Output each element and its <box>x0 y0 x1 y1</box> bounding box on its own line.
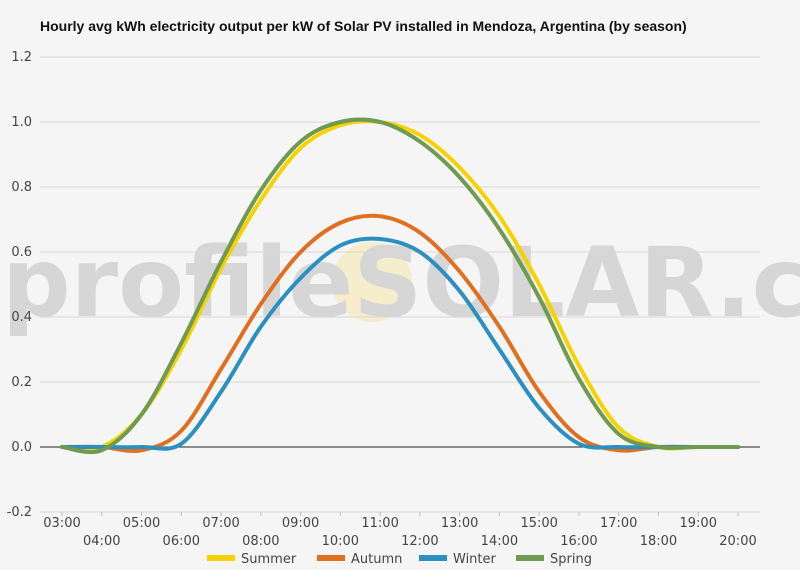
watermark: profileSOLAR.com <box>2 227 800 339</box>
x-tick-label: 19:00 <box>680 516 717 531</box>
y-tick-label: 0.2 <box>11 375 32 390</box>
x-tick-label: 05:00 <box>123 516 160 531</box>
y-tick-label: 0.6 <box>11 245 32 260</box>
x-tick-label: 11:00 <box>361 516 398 531</box>
series-line-autumn <box>60 213 740 453</box>
x-tick-label: 03:00 <box>43 516 80 531</box>
x-tick-label: 18:00 <box>640 534 677 549</box>
x-tick-label: 09:00 <box>282 516 319 531</box>
x-tick-label: 13:00 <box>441 516 478 531</box>
legend-swatch-summer <box>207 555 235 561</box>
y-tick-label: 0.0 <box>11 440 32 455</box>
x-tick-label: 20:00 <box>719 534 756 549</box>
legend: Summer Autumn Winter Spring <box>207 552 592 567</box>
x-tick-label: 12:00 <box>401 534 438 549</box>
legend-label-summer: Summer <box>241 552 297 567</box>
grid: -0.2 0.0 0.2 0.4 0.6 0.8 1.0 1.2 <box>7 50 760 520</box>
series-line-summer <box>60 119 740 452</box>
chart-title: Hourly avg kWh electricity output per kW… <box>40 18 687 34</box>
axes: 03:00 05:00 07:00 09:00 11:00 13:00 15:00 17:00… <box>43 516 756 549</box>
legend-label-spring: Spring <box>550 552 592 567</box>
series-line-winter <box>60 236 740 451</box>
legend-label-autumn: Autumn <box>351 552 402 567</box>
x-tick-label: 15:00 <box>520 516 557 531</box>
watermark-text: profileSOLAR.com <box>2 227 800 339</box>
x-tick-label: 07:00 <box>202 516 239 531</box>
y-tick-label: 1.2 <box>11 50 32 65</box>
y-tick-label: 1.0 <box>11 115 32 130</box>
legend-swatch-winter <box>419 555 447 561</box>
y-tick-label: 0.8 <box>11 180 32 195</box>
series-lines <box>60 117 740 455</box>
legend-label-winter: Winter <box>453 552 497 567</box>
x-tick-label: 10:00 <box>322 534 359 549</box>
series-line-spring <box>60 117 740 455</box>
legend-swatch-spring <box>516 555 544 561</box>
y-tick-label: 0.4 <box>11 310 32 325</box>
x-tick-label: 06:00 <box>163 534 200 549</box>
x-tick-label: 04:00 <box>83 534 120 549</box>
x-tick-label: 16:00 <box>560 534 597 549</box>
x-tick-label: 14:00 <box>481 534 518 549</box>
y-tick-label: -0.2 <box>7 505 32 520</box>
x-tick-label: 17:00 <box>600 516 637 531</box>
x-tick-label: 08:00 <box>242 534 279 549</box>
watermark-sun-icon <box>332 242 412 322</box>
legend-swatch-autumn <box>317 555 345 561</box>
